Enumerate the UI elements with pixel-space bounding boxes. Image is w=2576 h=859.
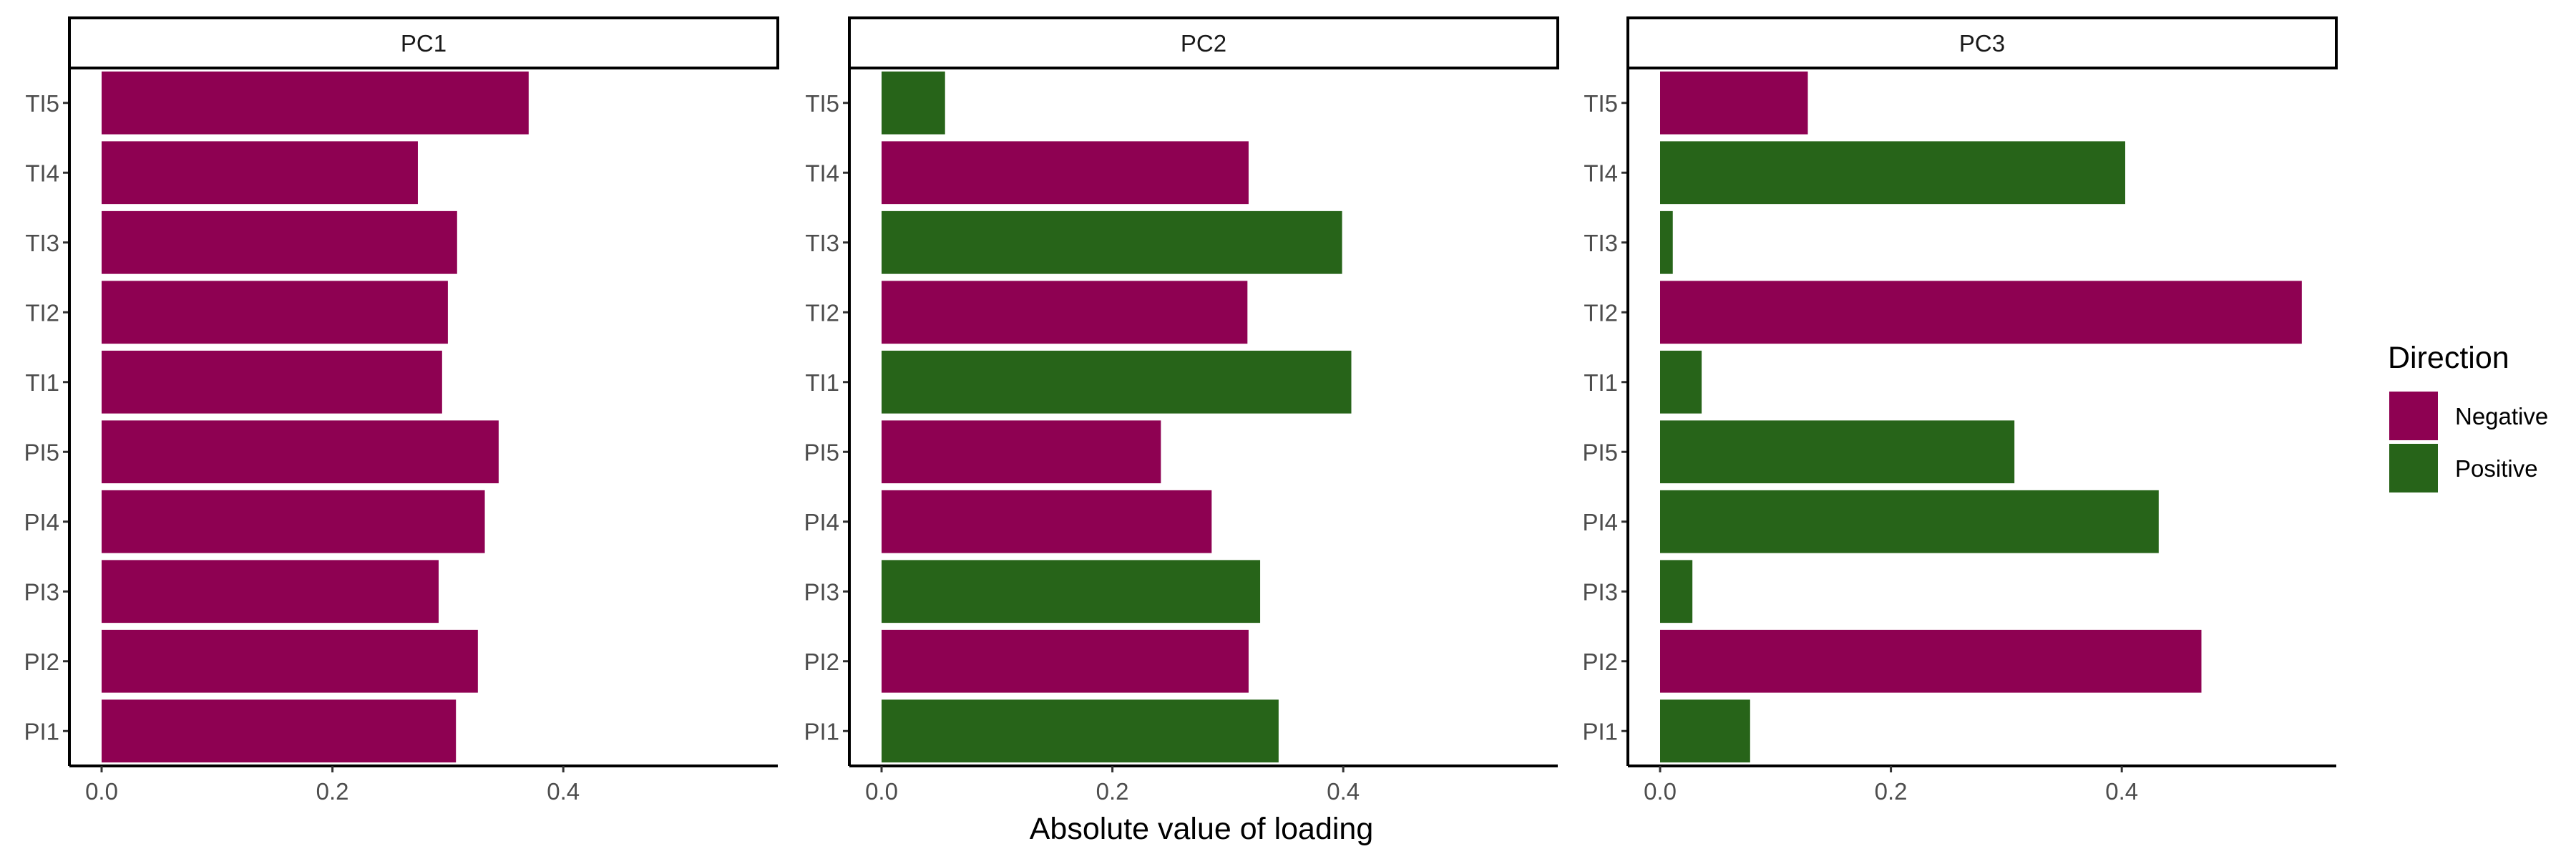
- y-tick-label: TI5: [805, 90, 839, 117]
- y-tick-label: TI3: [805, 230, 839, 256]
- bar-ti3: [882, 210, 1342, 274]
- bar-pi1: [882, 699, 1279, 763]
- y-tick-label: TI2: [805, 299, 839, 326]
- bar-ti5: [102, 71, 529, 135]
- y-tick-label: PI5: [1582, 439, 1618, 465]
- y-tick-label: PI3: [24, 578, 59, 605]
- x-tick-label: 0.4: [1327, 778, 1360, 805]
- y-tick-label: PI3: [1582, 578, 1618, 605]
- x-tick-label: 0.4: [547, 778, 580, 805]
- bar-pi2: [882, 629, 1249, 693]
- legend-key-positive: [2389, 444, 2438, 492]
- bar-pi1: [1660, 699, 1750, 763]
- y-tick-label: TI2: [25, 299, 59, 326]
- bar-ti4: [102, 141, 418, 205]
- bar-ti2: [102, 281, 448, 344]
- y-tick-label: TI4: [25, 160, 59, 186]
- y-tick-label: PI4: [804, 509, 839, 535]
- bar-ti2: [882, 281, 1248, 344]
- x-tick-label: 0.2: [1096, 778, 1129, 805]
- y-tick-label: PI1: [1582, 718, 1618, 744]
- bar-ti5: [882, 71, 945, 135]
- legend: Direction Negative Positive: [2388, 341, 2548, 492]
- bar-pi4: [1660, 490, 2159, 553]
- bar-pi1: [102, 699, 457, 763]
- y-tick-label: PI2: [24, 649, 59, 675]
- bar-pi5: [882, 420, 1161, 484]
- legend-key-negative: [2389, 392, 2438, 440]
- y-tick-label: PI3: [804, 578, 839, 605]
- y-tick-label: TI1: [25, 369, 59, 396]
- y-tick-label: TI4: [1584, 160, 1618, 186]
- x-tick-label: 0.0: [1644, 778, 1677, 805]
- y-tick-label: PI4: [24, 509, 59, 535]
- bar-pi3: [102, 560, 439, 623]
- x-axis-title: Absolute value of loading: [1030, 812, 1374, 846]
- y-tick-label: TI3: [25, 230, 59, 256]
- panel-pc3: PC3 TI5 TI4 TI3 TI2 TI1 PI5 PI4 PI3 PI2 PI1 0.0 0.2 0…: [1582, 16, 2338, 805]
- y-tick-label: PI1: [24, 718, 59, 744]
- y-tick-label: PI5: [804, 439, 839, 465]
- panel-pc2: PC2 TI5 TI4 TI3 TI2 TI1 PI5 PI4 PI3 PI2 PI1 0.0 0.2 0…: [804, 16, 1559, 805]
- bar-ti2: [1660, 281, 2302, 344]
- bar-ti1: [102, 350, 442, 414]
- facet-strip-label: PC3: [1959, 30, 2005, 57]
- bar-ti5: [1660, 71, 1808, 135]
- x-tick-label: 0.0: [865, 778, 898, 805]
- legend-label-negative: Negative: [2455, 403, 2548, 430]
- facet-strip-label: PC2: [1181, 30, 1226, 57]
- bar-pi3: [882, 560, 1261, 623]
- x-tick-label: 0.4: [2105, 778, 2138, 805]
- bar-pi5: [102, 420, 499, 484]
- x-tick-label: 0.0: [85, 778, 118, 805]
- y-tick-label: TI5: [25, 90, 59, 117]
- y-tick-label: TI5: [1584, 90, 1618, 117]
- bar-ti3: [1660, 210, 1673, 274]
- panel-pc1: PC1 TI5 TI4 TI3 TI2 TI1 PI5 PI4 PI3 PI2 PI1 0.0 0.2 0…: [24, 16, 779, 805]
- y-tick-label: TI1: [1584, 369, 1618, 396]
- y-tick-label: TI4: [805, 160, 839, 186]
- x-tick-label: 0.2: [316, 778, 349, 805]
- bar-pi3: [1660, 560, 1693, 623]
- facet-strip: [1626, 16, 2338, 69]
- bar-ti1: [882, 350, 1352, 414]
- y-tick-label: PI5: [24, 439, 59, 465]
- bar-pi2: [1660, 629, 2202, 693]
- bar-ti4: [882, 141, 1249, 205]
- y-tick-label: PI2: [1582, 649, 1618, 675]
- facet-strip: [68, 16, 779, 69]
- y-tick-label: TI1: [805, 369, 839, 396]
- bar-ti3: [102, 210, 457, 274]
- y-tick-label: TI2: [1584, 299, 1618, 326]
- legend-label-positive: Positive: [2455, 455, 2538, 482]
- facet-panels: PC1 TI5 TI4 TI3 TI2 TI1 PI5 PI4 PI3 PI2 PI1 0.0 0.2 0…: [24, 16, 2338, 805]
- bar-ti4: [1660, 141, 2126, 205]
- bar-pi5: [1660, 420, 2015, 484]
- y-tick-label: TI3: [1584, 230, 1618, 256]
- facet-strip: [848, 16, 1559, 69]
- facet-strip-label: PC1: [401, 30, 447, 57]
- y-tick-label: PI4: [1582, 509, 1618, 535]
- bar-pi4: [882, 490, 1212, 553]
- x-tick-label: 0.2: [1875, 778, 1908, 805]
- y-tick-label: PI2: [804, 649, 839, 675]
- y-tick-label: PI1: [804, 718, 839, 744]
- bar-pi2: [102, 629, 478, 693]
- legend-title: Direction: [2388, 341, 2509, 375]
- bar-pi4: [102, 490, 485, 553]
- bar-ti1: [1660, 350, 1702, 414]
